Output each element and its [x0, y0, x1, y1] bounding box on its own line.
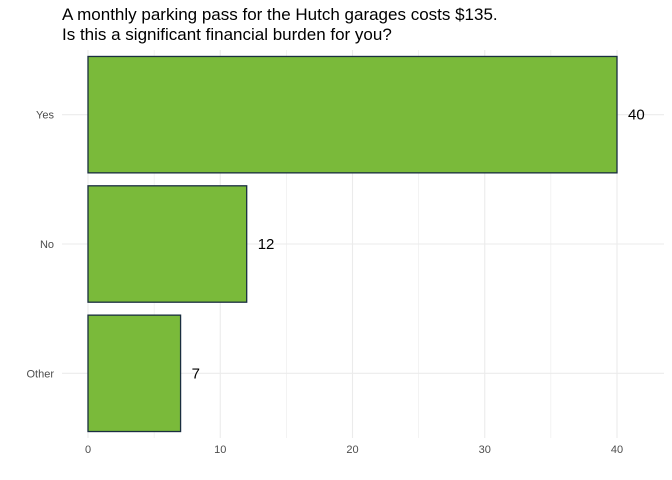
data-label-yes: 40 [628, 107, 645, 124]
chart-title-line-1: A monthly parking pass for the Hutch gar… [62, 5, 498, 24]
labels: 40 Yes 12 No 7 Other 0 10 20 30 40 [26, 107, 644, 456]
data-label-other: 7 [192, 365, 200, 382]
x-tick-label: 30 [479, 444, 491, 456]
bar-no [87, 185, 248, 303]
bar-other [87, 314, 182, 433]
y-tick-label: Other [26, 368, 54, 380]
x-tick-label: 0 [85, 444, 91, 456]
y-tick-label: Yes [36, 110, 54, 122]
chart-title: A monthly parking pass for the Hutch gar… [62, 5, 662, 45]
bar-yes [87, 55, 618, 174]
data-label-no: 12 [258, 236, 275, 253]
x-tick-label: 40 [611, 444, 623, 456]
x-tick-label: 10 [214, 444, 226, 456]
y-tick-label: No [40, 239, 54, 251]
chart-title-line-2: Is this a significant financial burden f… [62, 25, 392, 44]
bars [87, 55, 618, 433]
x-tick-label: 20 [346, 444, 358, 456]
